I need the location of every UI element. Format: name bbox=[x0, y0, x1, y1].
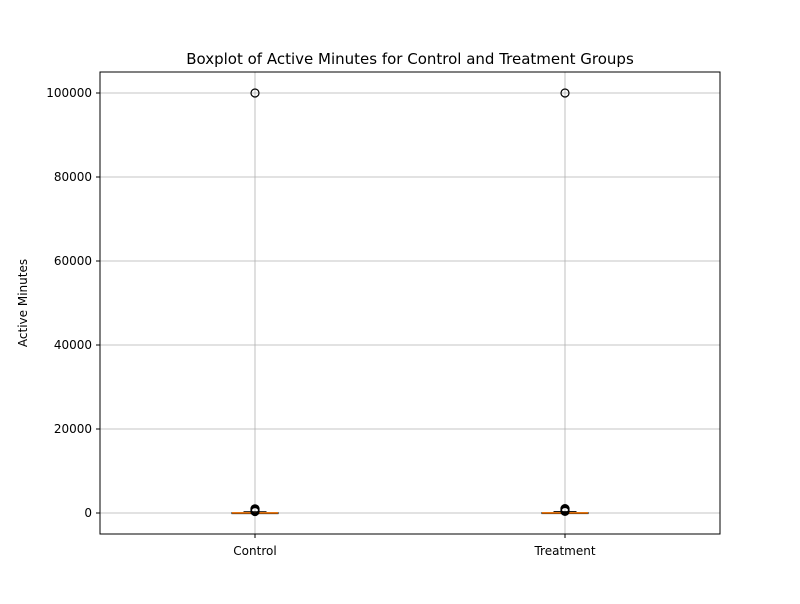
box-group-treatment bbox=[541, 88, 589, 517]
outlier-point bbox=[560, 88, 570, 98]
y-tick-label: 20000 bbox=[54, 422, 92, 436]
y-axis-label: Active Minutes bbox=[16, 259, 30, 347]
box-layer bbox=[231, 88, 589, 517]
outlier-point bbox=[250, 88, 260, 98]
x-tick-label: Treatment bbox=[533, 544, 595, 558]
outlier-point bbox=[250, 504, 260, 514]
x-tick-label: Control bbox=[233, 544, 276, 558]
y-tick-label: 0 bbox=[84, 506, 92, 520]
y-tick-label: 40000 bbox=[54, 338, 92, 352]
y-tick-label: 80000 bbox=[54, 170, 92, 184]
plot-frame bbox=[99, 71, 721, 535]
y-tick-label: 60000 bbox=[54, 254, 92, 268]
tick-layer: 0 20000 40000 60000 80000 100000 Control Treatm… bbox=[46, 86, 596, 558]
box-group-control bbox=[231, 88, 279, 517]
grid-layer bbox=[100, 72, 720, 534]
y-tick-label: 100000 bbox=[46, 86, 92, 100]
chart-title: Boxplot of Active Minutes for Control an… bbox=[186, 50, 634, 68]
outlier-point bbox=[560, 503, 570, 514]
